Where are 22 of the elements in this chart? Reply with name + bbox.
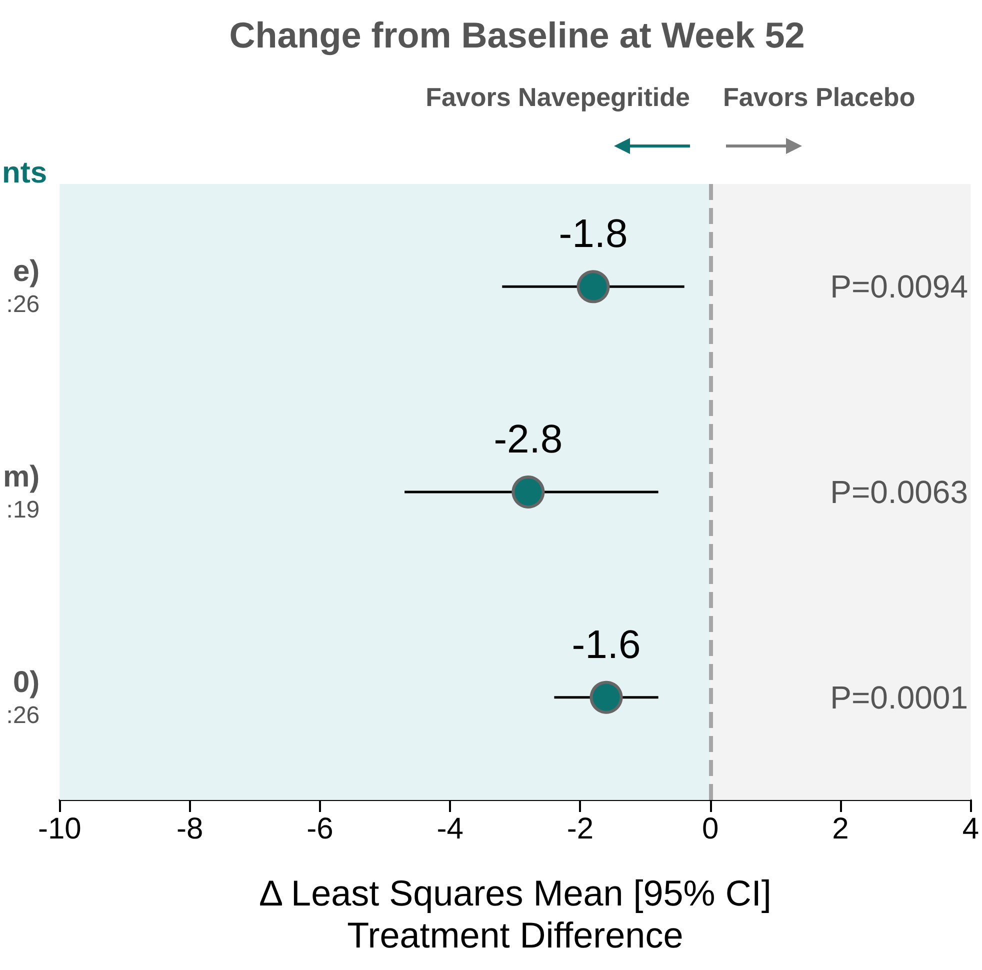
y-tick-label: 0) :26 <box>6 666 40 729</box>
text: Favors Placebo <box>723 82 916 112</box>
x-tick-label: 4 <box>962 812 979 846</box>
y-tick-label: m) :19 <box>2 460 40 524</box>
data-label: -1.8 <box>558 212 628 256</box>
data-label: -1.6 <box>572 622 641 667</box>
annotation: P=0.0001 <box>830 679 968 716</box>
text: Favors Navepegritide <box>426 82 690 112</box>
y-tick-label: e) :26 <box>6 255 40 318</box>
x-tick-label: 0 <box>702 812 719 846</box>
x-tick-label: -6 <box>306 812 334 846</box>
annotation: P=0.0094 <box>830 268 968 305</box>
chart-title: Change from Baseline at Week 52 <box>229 14 805 56</box>
x-tick-label: -10 <box>38 812 82 846</box>
x-axis-title: Δ Least Squares Mean [95% CI] Treatment Difference <box>258 872 772 956</box>
annotation: P=0.0063 <box>830 474 968 510</box>
x-tick-label: -8 <box>176 812 204 846</box>
x-tick-label: -4 <box>436 812 464 846</box>
x-tick-label: -2 <box>566 812 594 846</box>
data-label: -2.8 <box>494 418 563 462</box>
text: nts <box>2 156 47 190</box>
x-tick-label: 2 <box>832 812 849 846</box>
